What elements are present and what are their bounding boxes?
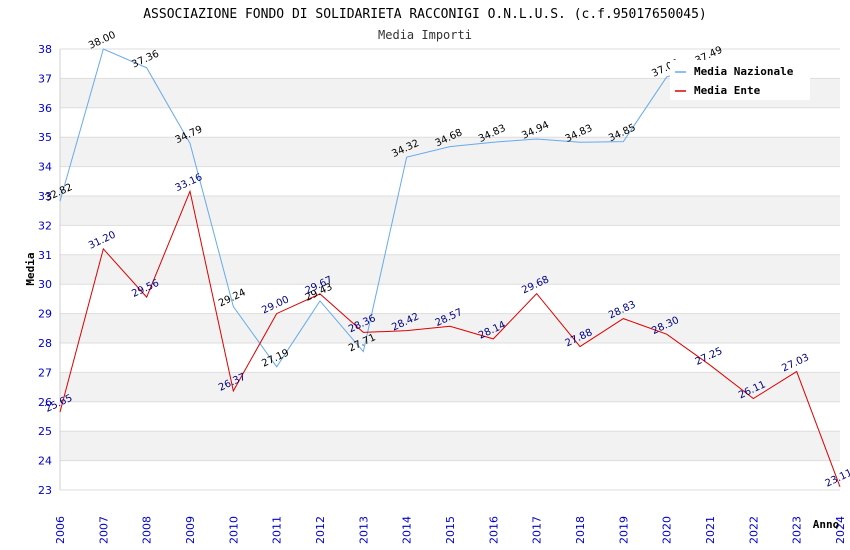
x-tick-label: 2006 (54, 516, 67, 544)
x-tick-label: 2009 (184, 516, 197, 544)
y-tick-label: 33 (38, 190, 52, 203)
grid-band (60, 343, 840, 373)
x-tick-label: 2010 (227, 516, 240, 544)
legend-box (670, 60, 810, 100)
series-line-media-nazionale (59, 48, 711, 368)
x-tick-label: 2012 (314, 516, 327, 544)
legend-label-media-nazionale: Media Nazionale (694, 65, 794, 78)
x-tick-label: 2016 (487, 516, 500, 544)
grid-band (60, 431, 840, 461)
grid-band (60, 372, 840, 402)
x-tick-label: 2024 (834, 516, 847, 544)
grid-lines (60, 48, 840, 491)
grid-band (60, 137, 840, 167)
x-tick-label: 2013 (357, 516, 370, 544)
y-tick-label: 35 (38, 131, 52, 144)
y-tick-label: 28 (38, 337, 52, 350)
x-tick-label: 2008 (141, 516, 154, 544)
y-tick-label: 37 (38, 72, 52, 85)
legend-label-media-ente: Media Ente (694, 84, 761, 97)
x-axis-ticks: 2006 2007 2008 2009 2010 2011 2012 2013 2014 2015… (54, 516, 847, 544)
y-tick-label: 24 (38, 455, 52, 468)
x-tick-label: 2017 (531, 516, 544, 544)
grid-band (60, 460, 840, 490)
y-tick-label: 31 (38, 249, 52, 262)
x-tick-label: 2007 (97, 516, 110, 544)
x-tick-label: 2014 (401, 516, 414, 544)
y-tick-label: 30 (38, 278, 52, 291)
series-line-media-ente (59, 189, 841, 487)
y-tick-label: 27 (38, 366, 52, 379)
x-axis-title: Anno (813, 518, 840, 531)
y-tick-label: 36 (38, 102, 52, 115)
grid-band (60, 313, 840, 343)
x-tick-label: 2023 (791, 516, 804, 544)
chart-title: ASSOCIAZIONE FONDO DI SOLIDARIETA RACCON… (143, 7, 707, 22)
x-tick-label: 2021 (704, 516, 717, 544)
y-tick-label: 23 (38, 484, 52, 497)
y-tick-label: 38 (38, 43, 52, 56)
x-tick-label: 2011 (271, 516, 284, 544)
x-tick-label: 2020 (661, 516, 674, 544)
data-label: 38.00 (87, 30, 118, 52)
chart-subtitle: Media Importi (378, 28, 472, 42)
y-tick-label: 32 (38, 219, 52, 232)
x-tick-label: 2018 (574, 516, 587, 544)
y-tick-label: 25 (38, 425, 52, 438)
y-tick-label: 26 (38, 396, 52, 409)
y-axis-title: Media (24, 252, 37, 285)
y-axis-ticks: 23 24 25 26 27 28 29 30 31 32 33 34 35 36 37 38 (38, 43, 52, 497)
y-tick-label: 34 (38, 161, 52, 174)
grid-band (60, 284, 840, 314)
x-tick-label: 2019 (617, 516, 630, 544)
legend: Media Nazionale Media Ente (670, 60, 810, 100)
y-tick-label: 29 (38, 308, 52, 321)
x-tick-label: 2015 (444, 516, 457, 544)
grid-bands (60, 49, 840, 490)
grid-band (60, 107, 840, 138)
x-tick-label: 2022 (747, 516, 760, 544)
grid-band (60, 254, 840, 285)
grid-band (60, 225, 840, 255)
grid-band (60, 196, 840, 226)
grid-band (60, 401, 840, 432)
series-lines (59, 48, 841, 487)
